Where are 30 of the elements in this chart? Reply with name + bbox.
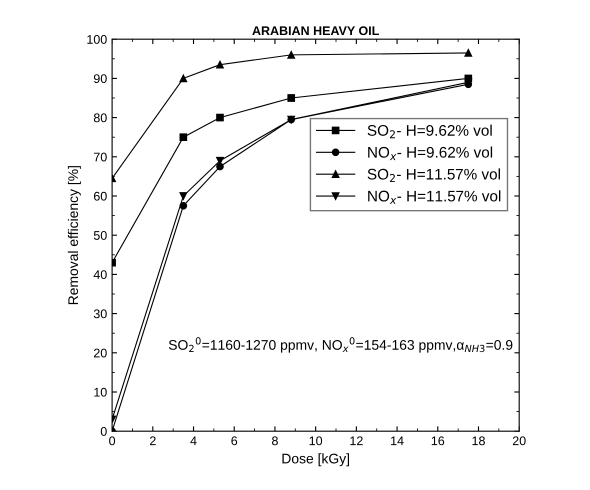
x-tick-label: 20 [512, 436, 526, 446]
legend-label: SO$_{2}$- H=11.57% vol [368, 168, 500, 182]
x-tick-label: 14 [391, 436, 404, 446]
legend-label: NO$_{x}$- H=11.57% vol [368, 190, 500, 204]
y-tick-label: 0 [100, 427, 107, 436]
x-tick-label: 8 [272, 436, 278, 446]
y-axis-title: Removal efficiency [%] [68, 166, 81, 304]
x-tick-label: 2 [150, 436, 156, 446]
legend-label: NO$_{x}$- H=9.62% vol [368, 146, 492, 160]
y-tick-label: 100 [87, 35, 107, 44]
y-tick-label: 50 [94, 231, 107, 240]
y-tick-label: 10 [94, 388, 107, 397]
chart-title: ARABIAN HEAVY OIL [252, 26, 379, 36]
x-tick-label: 18 [472, 436, 485, 446]
x-tick-label: 0 [109, 436, 116, 446]
x-tick-label: 12 [350, 436, 363, 446]
y-tick-label: 90 [94, 74, 107, 84]
legend-label: SO$_{2}$- H=9.62% vol [368, 124, 492, 138]
y-tick-label: 40 [94, 270, 107, 280]
y-tick-label: 80 [94, 113, 107, 122]
text: SO$_{2}$$^{0}$=1160-1270 ppmv, NO$_{x}$$^{0}$=154-163 ppmv,α$_{NH3}$=0.9 [168, 337, 512, 353]
x-tick-label: 16 [432, 436, 444, 446]
x-tick-label: 6 [231, 436, 238, 446]
x-tick-label: 4 [190, 436, 197, 446]
y-tick-label: 30 [94, 309, 107, 318]
x-axis-title: Dose [kGy] [282, 453, 350, 466]
x-tick-label: 10 [310, 436, 322, 446]
y-tick-label: 20 [94, 348, 107, 358]
y-tick-label: 70 [94, 152, 107, 162]
y-tick-label: 60 [94, 192, 107, 201]
